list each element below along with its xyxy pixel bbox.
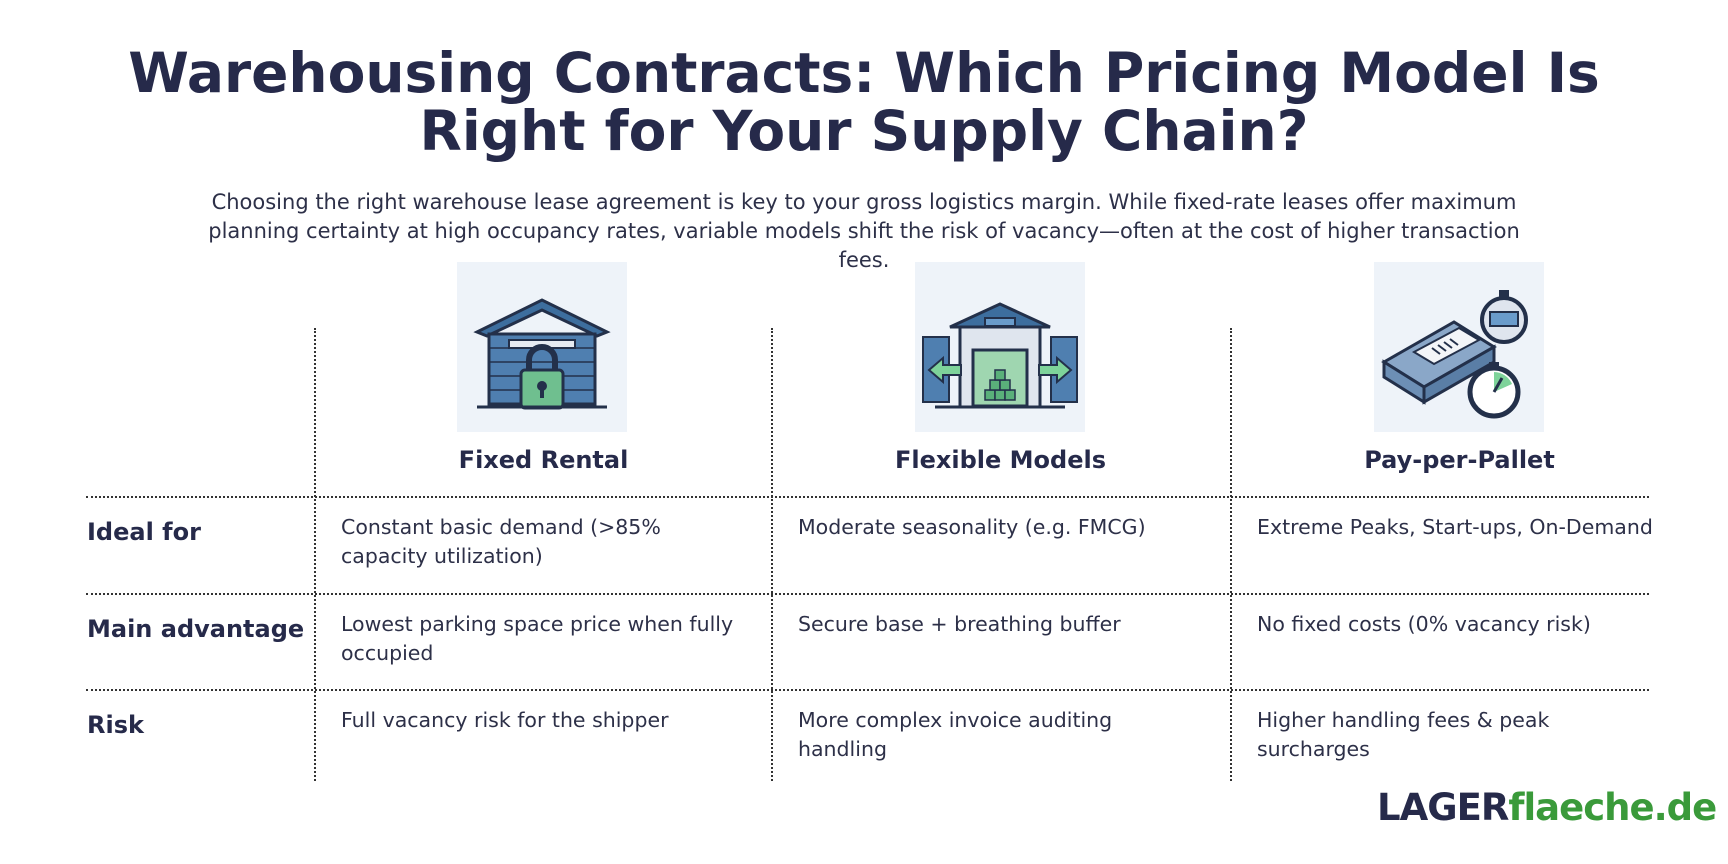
row-divider [86,496,1649,498]
cell-text: occupied [341,641,434,665]
cell-text: Secure base + breathing buffer [798,612,1121,636]
column-header: Fixed Rental [458,446,629,474]
logo-part: LAGER [1377,786,1509,829]
row-label: Ideal for [87,518,201,546]
column-divider [314,328,316,781]
subtitle: Choosing the right warehouse lease agree… [208,190,1520,272]
cell-text: Higher handling fees & peak [1257,708,1550,732]
cell-text: handling [798,737,887,761]
column-header: Flexible Models [895,446,1106,474]
icon-flexible [915,262,1085,432]
cell-text: capacity utilization) [341,544,543,568]
cell-text: surcharges [1257,737,1370,761]
row-label: Risk [87,711,144,739]
row-label: Main advantage [87,615,305,643]
column-header: Pay-per-Pallet [1364,446,1555,474]
logo-part: flaeche.de [1508,786,1717,829]
cell-text: Extreme Peaks, Start-ups, On-Demand [1257,515,1653,539]
cell-text: No fixed costs (0% vacancy risk) [1257,612,1591,636]
column-divider [771,328,773,781]
title: Warehousing Contracts: Which Pricing Mod… [128,41,1600,163]
logo: LAGERflaeche.de [1377,786,1717,829]
column-divider [1230,328,1232,781]
cell-text: Full vacancy risk for the shipper [341,708,669,732]
row-divider [86,593,1649,595]
icon-fixed [457,262,627,432]
cell-text: Constant basic demand (>85% [341,515,661,539]
icon-pallet [1374,262,1544,432]
cell-text: More complex invoice auditing [798,708,1113,732]
cell-text: Moderate seasonality (e.g. FMCG) [798,515,1146,539]
cell-text: Lowest parking space price when fully [341,612,734,636]
row-divider [86,689,1649,691]
